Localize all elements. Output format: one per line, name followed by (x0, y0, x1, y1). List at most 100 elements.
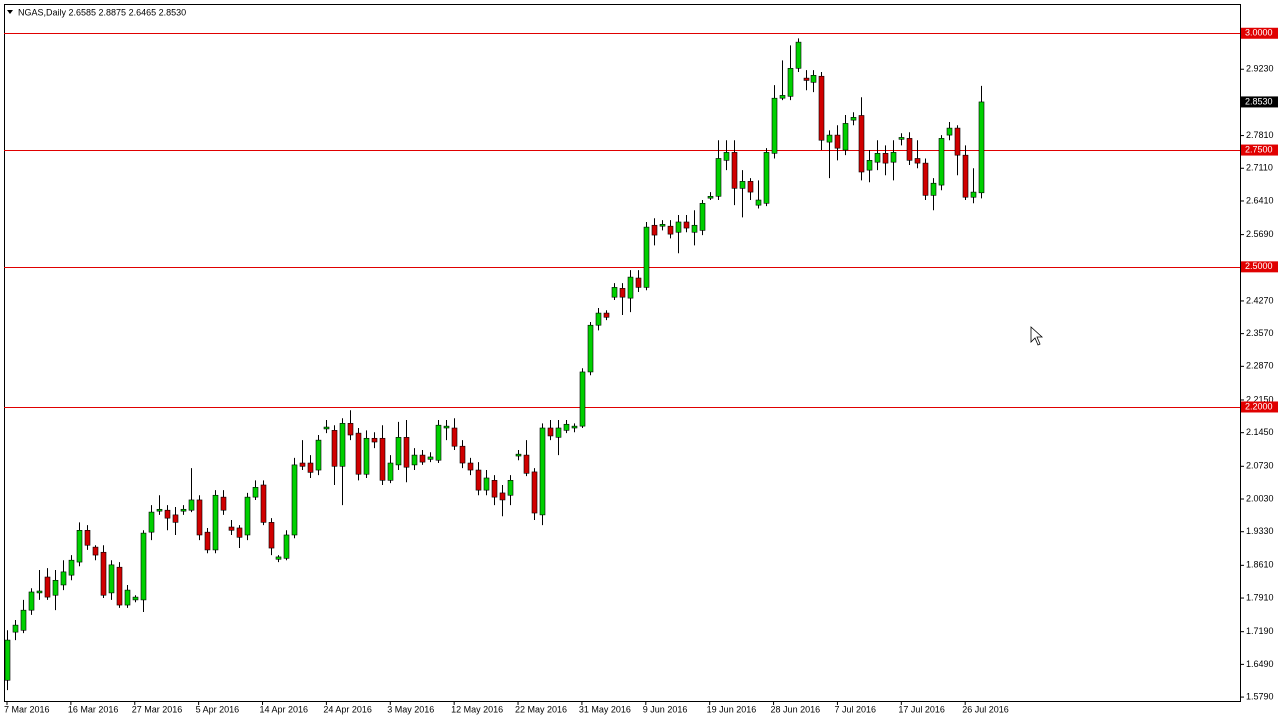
candle-body (411, 454, 418, 466)
candle-body (427, 456, 434, 460)
candle-body (707, 195, 714, 199)
candle-body (475, 469, 482, 491)
chart-title: NGAS,Daily 2.6585 2.8875 2.6465 2.8530 (18, 7, 186, 17)
candle-body (595, 312, 602, 326)
last-price-box (1241, 96, 1278, 108)
level-label-box (1241, 27, 1278, 39)
candle-body (491, 480, 498, 498)
candle-body (515, 453, 522, 457)
candle-body (890, 152, 897, 163)
candle-body (499, 492, 506, 501)
candle-body (699, 203, 706, 231)
y-tick-label: 2.0730 (1246, 461, 1274, 471)
cursor (1030, 326, 1044, 346)
candle-body (451, 427, 458, 447)
candle-body (507, 480, 514, 496)
level-label: 2.5000 (1245, 261, 1273, 271)
candle-body (299, 462, 306, 467)
candle-body (803, 77, 810, 81)
candle-body (795, 41, 802, 69)
x-tick-label: 9 Jun 2016 (643, 704, 688, 714)
candle-body (44, 576, 51, 598)
candle-body (619, 288, 626, 298)
candle-body (20, 609, 27, 631)
candle-body (667, 225, 674, 235)
candle-body (547, 427, 554, 437)
candle-body (691, 224, 698, 233)
candle-body (188, 499, 195, 511)
candle-body (651, 224, 658, 236)
candle-body (962, 154, 969, 198)
x-tick-label: 12 May 2016 (451, 704, 503, 714)
y-tick-label: 1.7910 (1246, 592, 1274, 602)
candle-body (459, 445, 466, 464)
candle-body (850, 117, 857, 121)
candle-body (715, 158, 722, 197)
level-label: 3.0000 (1245, 28, 1273, 38)
last-price-label: 2.8530 (1245, 96, 1273, 106)
candle-body (220, 496, 227, 511)
candle-body (587, 324, 594, 373)
candle-body (148, 511, 155, 533)
candle-body (978, 101, 985, 194)
candle-body (970, 191, 977, 198)
candle-body (946, 127, 953, 136)
candle-body (659, 224, 666, 227)
candle-body (683, 221, 690, 229)
y-tick-label: 2.4270 (1246, 295, 1274, 305)
candle-body (635, 277, 642, 288)
candle-body (164, 509, 171, 519)
candle-body (244, 496, 251, 536)
candle-body (339, 423, 346, 467)
candle-body (315, 439, 322, 471)
x-tick-label: 7 Jul 2016 (834, 704, 876, 714)
candle-body (922, 162, 929, 196)
candle-body (124, 589, 131, 606)
candle-body (938, 138, 945, 186)
candle-body (36, 590, 43, 594)
candle-body (180, 508, 187, 512)
x-tick-label: 3 May 2016 (387, 704, 434, 714)
y-tick-label: 2.6410 (1246, 195, 1274, 205)
candle-body (763, 152, 770, 204)
x-tick-label: 17 Jul 2016 (898, 704, 945, 714)
candle-body (12, 624, 19, 633)
y-tick-label: 2.1450 (1246, 427, 1274, 437)
candle-body (675, 221, 682, 233)
candle-body (563, 423, 570, 431)
candle-body (268, 522, 275, 549)
candle-body (787, 67, 794, 97)
x-tick-label: 19 Jun 2016 (707, 704, 757, 714)
candle-body (555, 427, 562, 438)
candle-body (954, 127, 961, 156)
candle-body (108, 564, 115, 594)
candle-body (355, 432, 362, 475)
candle-body (323, 426, 330, 430)
x-tick-label: 7 Mar 2016 (4, 704, 50, 714)
candle-body (347, 423, 354, 436)
candle-body (898, 137, 905, 140)
level-label: 2.2000 (1245, 401, 1273, 411)
y-tick-label: 2.0030 (1246, 493, 1274, 503)
candle-body (842, 123, 849, 151)
x-tick-label: 26 Jul 2016 (962, 704, 1009, 714)
candle-body (140, 532, 147, 601)
candle-body (236, 527, 243, 538)
candle-body (275, 556, 282, 560)
candle-body (363, 437, 370, 475)
x-tick-label: 28 Jun 2016 (771, 704, 821, 714)
candle-body (930, 182, 937, 196)
candle-body (531, 471, 538, 514)
candle-body (523, 454, 530, 474)
candle-body (252, 487, 259, 498)
candle-body (731, 152, 738, 189)
y-tick-label: 2.7810 (1246, 130, 1274, 140)
candle-body (212, 494, 219, 551)
candle-body (28, 591, 35, 611)
x-tick-label: 27 Mar 2016 (132, 704, 183, 714)
candle-body (826, 134, 833, 143)
candle-body (387, 462, 394, 481)
candle-body (283, 534, 290, 559)
candle-body (419, 454, 426, 463)
